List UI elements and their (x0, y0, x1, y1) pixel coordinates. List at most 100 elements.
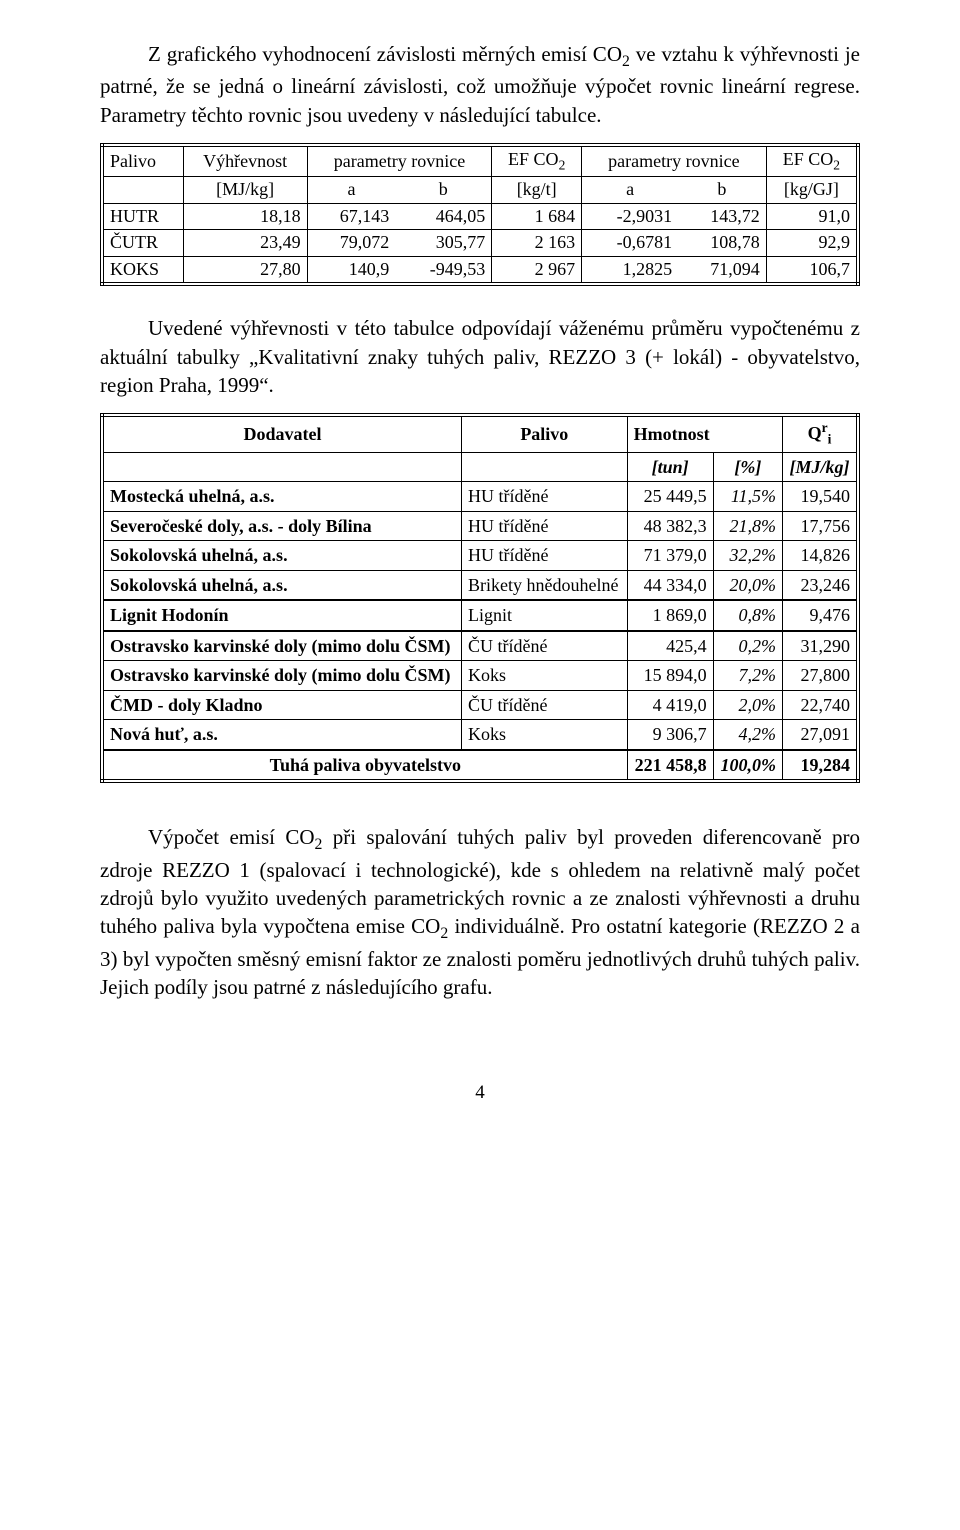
table-row: Ostravsko karvinské doly (mimo dolu ČSM)… (102, 661, 858, 691)
paragraph-2: Uvedené výhřevnosti v této tabulce odpov… (100, 314, 860, 399)
t1-h2-b1: b (395, 176, 492, 203)
t2-cell-dodavatel: Severočeské doly, a.s. - doly Bílina (102, 511, 462, 541)
t2-total-label: Tuhá paliva obyvatelstvo (102, 750, 627, 782)
t1-cell-a1: 140,9 (307, 256, 395, 284)
t2-h2-tun: [tun] (627, 452, 713, 482)
t1-h2-a1: a (307, 176, 395, 203)
t1-cell-a2: 1,2825 (582, 256, 679, 284)
para1-text-pre: Z grafického vyhodnocení závislosti měrn… (148, 42, 622, 66)
table-row: ČMD - doly KladnoČU tříděné4 419,02,0%22… (102, 690, 858, 720)
t2-cell-mass: 15 894,0 (627, 661, 713, 691)
t2-cell-palivo: Brikety hnědouhelné (462, 570, 628, 600)
t1-h2-mjkg: [MJ/kg] (183, 176, 307, 203)
t2-h2-b2 (462, 452, 628, 482)
t2-cell-dodavatel: Ostravsko karvinské doly (mimo dolu ČSM) (102, 661, 462, 691)
t2-cell-q: 14,826 (783, 541, 858, 571)
t2-cell-pct: 20,0% (713, 570, 782, 600)
t2-h-dodavatel: Dodavatel (102, 415, 462, 452)
t2-h2-b1 (102, 452, 462, 482)
table-row: ČUTR23,4979,072305,772 163-0,6781108,789… (102, 230, 858, 257)
t2-cell-mass: 44 334,0 (627, 570, 713, 600)
t2-cell-palivo: Koks (462, 720, 628, 750)
t1-cell-palivo: HUTR (102, 203, 183, 230)
t2-cell-dodavatel: Nová huť, a.s. (102, 720, 462, 750)
t2-cell-pct: 11,5% (713, 482, 782, 512)
t1-h2-kggj: [kg/GJ] (766, 176, 858, 203)
t2-cell-mass: 48 382,3 (627, 511, 713, 541)
page: Z grafického vyhodnocení závislosti měrn… (0, 0, 960, 1144)
t2-total-q: 19,284 (783, 750, 858, 782)
t1-cell-ef1: 2 163 (492, 230, 582, 257)
t2-cell-dodavatel: Sokolovská uhelná, a.s. (102, 541, 462, 571)
t2-cell-pct: 32,2% (713, 541, 782, 571)
table-row: KOKS27,80140,9-949,532 9671,282571,09410… (102, 256, 858, 284)
t1-h2-a2: a (582, 176, 679, 203)
t1-cell-b2: 71,094 (678, 256, 766, 284)
para1-sub: 2 (622, 53, 630, 70)
t1-h-efco2-2: EF CO2 (766, 145, 858, 176)
t2-cell-q: 22,740 (783, 690, 858, 720)
t2-cell-mass: 9 306,7 (627, 720, 713, 750)
t2-cell-q: 31,290 (783, 631, 858, 661)
t2-cell-dodavatel: Lignit Hodonín (102, 600, 462, 631)
t1-cell-v: 23,49 (183, 230, 307, 257)
t1-cell-v: 27,80 (183, 256, 307, 284)
t2-cell-pct: 0,8% (713, 600, 782, 631)
t2-cell-mass: 25 449,5 (627, 482, 713, 512)
t2-cell-q: 17,756 (783, 511, 858, 541)
t2-h-hmotnost: Hmotnost (627, 415, 782, 452)
t2-cell-q: 23,246 (783, 570, 858, 600)
t2-cell-palivo: ČU tříděné (462, 631, 628, 661)
t2-total-mass: 221 458,8 (627, 750, 713, 782)
table-row: HUTR18,1867,143464,051 684-2,9031143,729… (102, 203, 858, 230)
table-row: Sokolovská uhelná, a.s.HU tříděné71 379,… (102, 541, 858, 571)
t1-cell-ef1: 2 967 (492, 256, 582, 284)
t1-cell-palivo: KOKS (102, 256, 183, 284)
t2-cell-pct: 7,2% (713, 661, 782, 691)
t1-cell-ef2: 106,7 (766, 256, 858, 284)
table-row: Nová huť, a.s.Koks9 306,74,2%27,091 (102, 720, 858, 750)
t2-total-pct: 100,0% (713, 750, 782, 782)
t2-cell-dodavatel: ČMD - doly Kladno (102, 690, 462, 720)
t2-cell-dodavatel: Mostecká uhelná, a.s. (102, 482, 462, 512)
t1-h-efco2-1: EF CO2 (492, 145, 582, 176)
t2-cell-palivo: HU tříděné (462, 482, 628, 512)
t2-cell-palivo: ČU tříděné (462, 690, 628, 720)
page-number: 4 (100, 1082, 860, 1104)
t1-cell-b1: 305,77 (395, 230, 492, 257)
t2-cell-q: 9,476 (783, 600, 858, 631)
t1-h2-blank (102, 176, 183, 203)
table-row: Lignit HodonínLignit1 869,00,8%9,476 (102, 600, 858, 631)
t2-h2-mjkg: [MJ/kg] (783, 452, 858, 482)
t1-cell-a1: 67,143 (307, 203, 395, 230)
table-row: Mostecká uhelná, a.s.HU tříděné25 449,51… (102, 482, 858, 512)
table-row: Severočeské doly, a.s. - doly BílinaHU t… (102, 511, 858, 541)
t1-cell-v: 18,18 (183, 203, 307, 230)
t1-h2-b2: b (678, 176, 766, 203)
t2-h2-pct: [%] (713, 452, 782, 482)
t2-cell-dodavatel: Sokolovská uhelná, a.s. (102, 570, 462, 600)
t2-cell-palivo: Koks (462, 661, 628, 691)
t2-cell-pct: 0,2% (713, 631, 782, 661)
paragraph-3: Výpočet emisí CO2 při spalování tuhých p… (100, 823, 860, 1001)
t2-cell-palivo: HU tříděné (462, 511, 628, 541)
t2-cell-q: 27,800 (783, 661, 858, 691)
t1-cell-palivo: ČUTR (102, 230, 183, 257)
table-row: Ostravsko karvinské doly (mimo dolu ČSM)… (102, 631, 858, 661)
t2-cell-pct: 2,0% (713, 690, 782, 720)
t1-cell-b2: 143,72 (678, 203, 766, 230)
t1-cell-b1: -949,53 (395, 256, 492, 284)
paragraph-1: Z grafického vyhodnocení závislosti měrn… (100, 40, 860, 129)
t1-cell-a2: -2,9031 (582, 203, 679, 230)
t1-cell-b1: 464,05 (395, 203, 492, 230)
t1-cell-a2: -0,6781 (582, 230, 679, 257)
t2-cell-mass: 425,4 (627, 631, 713, 661)
t2-cell-mass: 1 869,0 (627, 600, 713, 631)
t1-h-param2: parametry rovnice (582, 145, 767, 176)
t2-cell-palivo: HU tříděné (462, 541, 628, 571)
t2-h-palivo: Palivo (462, 415, 628, 452)
t1-cell-a1: 79,072 (307, 230, 395, 257)
t1-cell-ef2: 92,9 (766, 230, 858, 257)
t1-h-param1: parametry rovnice (307, 145, 492, 176)
t2-cell-q: 27,091 (783, 720, 858, 750)
